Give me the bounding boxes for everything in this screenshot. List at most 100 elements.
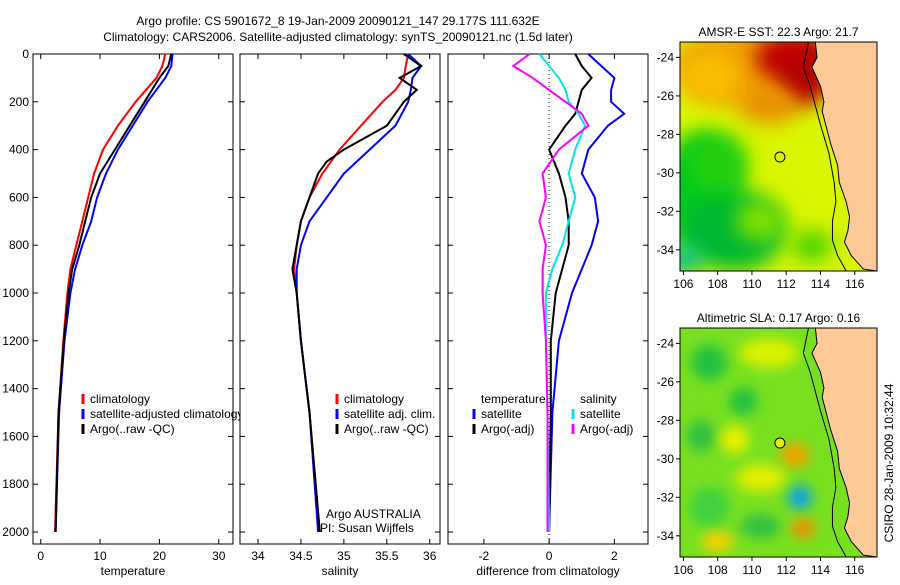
y-tick-label: 0 [22,47,29,61]
y-tick-label: 800 [9,238,29,252]
x-tick-label: 34.5 [289,549,313,563]
y-tick-label: -24 [657,50,675,64]
field-patch [691,344,728,381]
legend-label: satellite-adjusted climatology [90,407,243,421]
y-tick-label: -28 [657,413,675,427]
series-line-temperature-satellite [548,53,626,533]
field-patch [739,338,800,369]
shelf-contour [802,328,847,557]
x-tick-label: 108 [708,563,728,577]
panel-temperature: 0 10 20 30 0 200 400 600 800 1000 1200 1400 1600 1800… [2,47,243,578]
field-patch [735,464,786,493]
panel-salinity: 34 34.5 35 35.5 36 salinity climatologysatelli… [239,53,441,578]
y-tick-label: -34 [657,529,675,543]
y-tick-label: -34 [657,243,675,257]
series-line-temperature-argo-adj- [547,53,593,533]
legend-label: Argo(-adj) [481,422,534,436]
x-tick-label: 2 [611,549,618,563]
y-tick-label: 1400 [2,382,29,396]
title-line-2: Climatology: CARS2006. Satellite-adjuste… [103,30,573,44]
legend-label: Argo(-adj) [580,422,633,436]
x-tick-label: 112 [777,277,796,291]
series-line-argo-raw-qc- [54,53,173,533]
map-sst-map: AMSR-E SST: 22.3 Argo: 21.7 106 108 110 112 1… [657,25,878,291]
x-tick-label: -2 [479,549,490,563]
y-tick-label: -32 [657,490,675,504]
field-patch [686,419,715,452]
x-tick-label: 116 [845,277,864,291]
y-tick-label: -24 [657,336,675,350]
x-tick-label: 106 [673,277,693,291]
annotation-line: Argo AUSTRALIA [326,507,421,521]
field-patch [735,200,786,241]
x-tick-label: 35 [337,549,351,563]
series-line-argo-raw-qc- [291,53,423,533]
field-patch [780,443,809,468]
y-tick-label: 200 [9,95,29,109]
x-tick-label: 112 [777,563,796,577]
legend-label: climatology [90,392,150,406]
y-tick-label: -30 [657,452,675,466]
y-tick-label: -26 [657,89,675,103]
y-tick-label: 400 [9,143,29,157]
x-tick-label: 114 [811,563,830,577]
field-patch [791,230,832,261]
map-sla-map: Altimetric SLA: 0.17 Argo: 0.16 106 108 110… [657,311,878,577]
y-tick-label: 1200 [2,334,29,348]
x-tick-label: 30 [212,549,226,563]
y-tick-label: 1800 [2,477,29,491]
x-tick-label: 35.5 [375,549,399,563]
x-tick-label: 116 [845,563,864,577]
plot-frame [32,53,234,545]
map-frame [679,327,878,558]
legend-label: satellite adj. clim. [344,407,435,421]
x-tick-label: 108 [708,277,728,291]
x-tick-label: 34 [251,549,265,563]
legend-header: temperature [481,392,546,406]
y-tick-label: -26 [657,375,675,389]
x-tick-label: 110 [742,277,761,291]
x-tick-label: 36 [423,549,437,563]
series-line-salinity-satellite [538,53,587,533]
field-patch [720,425,749,454]
field-patch [739,87,800,124]
legend-header: salinity [580,392,617,406]
x-tick-label: 114 [811,277,830,291]
y-tick-label: -28 [657,127,675,141]
field-patch [680,244,704,271]
x-axis-label: salinity [322,564,359,578]
field-patch [701,531,734,552]
plot-frame [239,53,441,545]
field-patch [740,514,781,539]
y-tick-label: 1600 [2,429,29,443]
land [811,42,877,271]
field-patch [689,486,730,527]
x-tick-label: 0 [546,549,553,563]
legend-label: Argo(..raw -QC) [90,422,175,436]
legend-label: satellite [481,407,522,421]
x-tick-label: 0 [37,549,44,563]
y-tick-label: 600 [9,190,29,204]
legend-label: Argo(..raw -QC) [344,422,429,436]
x-tick-label: 106 [673,563,693,577]
legend-label: satellite [580,407,621,421]
legend-label: climatology [344,392,404,406]
field-patch [729,387,758,416]
field-patch [787,485,812,510]
argo-position-marker [774,437,786,449]
shelf-contour [802,42,847,271]
y-tick-label: -32 [657,204,675,218]
x-axis-label: temperature [101,564,166,578]
map-title: Altimetric SLA: 0.17 Argo: 0.16 [697,311,861,325]
y-tick-label: 2000 [2,525,29,539]
y-tick-label: 1000 [2,286,29,300]
series-line-salinity-argo-adj- [511,53,590,532]
field-patch [687,133,748,194]
field-patch [791,518,816,539]
x-axis-label: difference from climatology [476,564,619,578]
x-tick-label: 10 [93,549,107,563]
annotation-line: PI: Susan Wijffels [320,521,414,535]
title-line-1: Argo profile: CS 5901672_8 19-Jan-2009 2… [136,14,539,28]
